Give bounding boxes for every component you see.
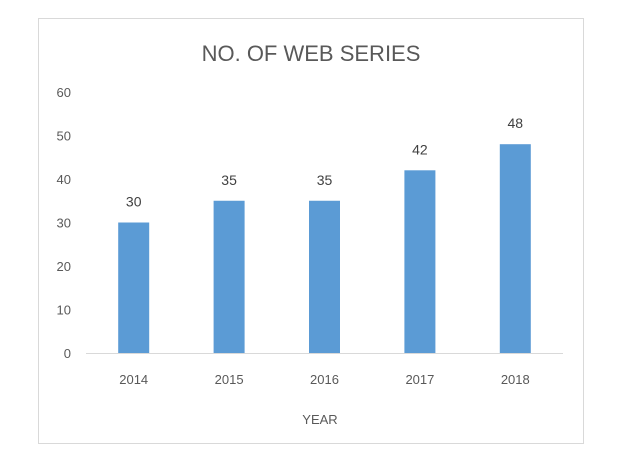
y-tick-label: 20 bbox=[57, 259, 71, 274]
x-axis-label: YEAR bbox=[302, 412, 337, 427]
y-axis-ticks: 0 10 20 30 40 50 60 bbox=[57, 85, 71, 361]
y-tick-label: 30 bbox=[57, 216, 71, 231]
bars: 30 35 35 42 48 bbox=[118, 115, 531, 353]
y-tick-label: 10 bbox=[57, 303, 71, 318]
chart-title: NO. OF WEB SERIES bbox=[202, 41, 421, 66]
bar-2016 bbox=[309, 200, 340, 353]
data-label-2017: 42 bbox=[412, 141, 428, 157]
bar-2018 bbox=[499, 144, 531, 353]
x-tick-label-2015: 2015 bbox=[215, 372, 244, 387]
x-tick-label-2017: 2017 bbox=[405, 372, 434, 387]
y-tick-label: 0 bbox=[64, 346, 71, 361]
data-label-2015: 35 bbox=[221, 172, 237, 188]
x-tick-label-2018: 2018 bbox=[501, 372, 530, 387]
y-tick-label: 60 bbox=[57, 85, 71, 100]
y-tick-label: 40 bbox=[57, 172, 71, 187]
bar-2017 bbox=[404, 170, 436, 353]
bar-2014 bbox=[118, 222, 150, 353]
y-tick-label: 50 bbox=[57, 129, 71, 144]
x-tick-label-2016: 2016 bbox=[310, 372, 339, 387]
data-label-2018: 48 bbox=[508, 115, 524, 131]
x-tick-label-2014: 2014 bbox=[119, 372, 148, 387]
bar-2015 bbox=[213, 200, 245, 353]
data-label-2014: 30 bbox=[126, 194, 142, 210]
x-axis-ticks: 2014 2015 2016 2017 2018 bbox=[119, 372, 530, 387]
data-label-2016: 35 bbox=[317, 172, 333, 188]
